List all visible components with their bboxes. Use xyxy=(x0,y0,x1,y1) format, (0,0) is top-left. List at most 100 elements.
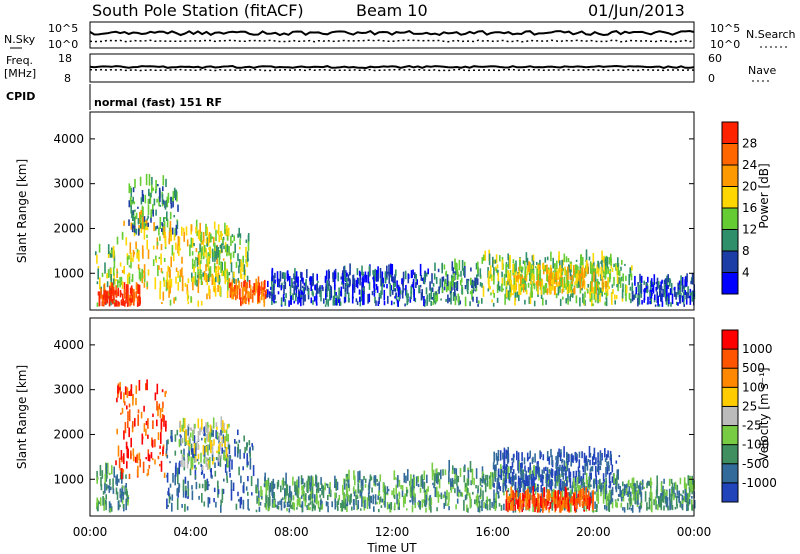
power-cell xyxy=(567,280,570,293)
power-cell xyxy=(374,296,376,304)
velocity-cell xyxy=(248,450,251,454)
power-cell xyxy=(98,243,101,253)
power-cell xyxy=(181,267,183,278)
velocity-cell xyxy=(467,467,469,471)
power-cell xyxy=(495,254,498,264)
power-cell xyxy=(505,285,508,289)
velocity-cell xyxy=(571,485,574,494)
power-cell xyxy=(295,293,297,302)
velocity-cell xyxy=(529,494,531,499)
power-cell xyxy=(116,271,119,274)
velocity-cell xyxy=(242,499,245,510)
power-cell xyxy=(420,292,423,301)
power-cell xyxy=(131,210,133,219)
velocity-cell xyxy=(171,430,173,439)
velocity-cell xyxy=(567,503,570,512)
power-cell xyxy=(155,209,157,216)
velocity-cell xyxy=(677,495,679,498)
power-cell xyxy=(583,280,586,290)
power-cell xyxy=(123,282,126,294)
velocity-cell xyxy=(179,421,181,428)
velocity-cell xyxy=(553,488,555,493)
velocity-cell xyxy=(120,391,122,400)
power-cell xyxy=(228,272,231,276)
power-cell xyxy=(312,300,314,305)
velocity-cell xyxy=(534,477,536,481)
velocity-cell xyxy=(187,487,190,498)
power-cell xyxy=(578,277,580,286)
velocity-cell xyxy=(145,383,147,391)
power-cell xyxy=(334,272,337,280)
power-cell xyxy=(416,279,418,285)
velocity-cell xyxy=(632,493,635,501)
velocity-cell xyxy=(561,460,563,464)
velocity-cell xyxy=(495,452,498,461)
velocity-cell xyxy=(294,481,296,492)
power-cell xyxy=(548,276,550,285)
power-cell xyxy=(499,255,501,262)
velocity-cell xyxy=(243,435,245,442)
velocity-cell xyxy=(560,505,562,513)
power-cell xyxy=(685,298,688,305)
power-cell xyxy=(378,294,381,299)
velocity-cell xyxy=(423,481,426,493)
power-cell xyxy=(130,222,133,230)
power-cell xyxy=(453,282,455,290)
power-cell xyxy=(504,293,506,305)
velocity-cell xyxy=(212,461,214,465)
power-cell xyxy=(172,201,174,208)
velocity-cell xyxy=(140,411,143,419)
velocity-cell xyxy=(611,498,614,504)
power-cell xyxy=(342,275,345,282)
velocity-cell xyxy=(567,460,569,465)
velocity-cell xyxy=(463,499,465,511)
velocity-cell xyxy=(526,475,529,487)
velocity-cell xyxy=(636,504,639,507)
velocity-cell xyxy=(483,501,485,509)
power-cell xyxy=(155,189,157,194)
velocity-cell xyxy=(560,488,562,492)
velocity-cell xyxy=(430,497,433,506)
power-cell xyxy=(185,226,188,236)
power-cell xyxy=(234,243,236,253)
velocity-cell xyxy=(561,504,564,511)
power-cell xyxy=(124,289,126,299)
power-cell xyxy=(438,286,440,294)
velocity-cell xyxy=(643,486,645,489)
power-cell xyxy=(678,280,681,287)
velocity-cell xyxy=(554,477,557,489)
velocity-cell xyxy=(578,498,580,504)
power-cell xyxy=(96,254,98,264)
velocity-cell xyxy=(414,494,416,506)
power-cell xyxy=(602,279,604,290)
power-cell xyxy=(128,200,131,208)
power-cell xyxy=(160,267,163,273)
power-cell xyxy=(236,292,239,299)
velocity-cell xyxy=(126,461,128,469)
velocity-cell xyxy=(282,477,285,488)
power-cell xyxy=(207,273,210,282)
velocity-cell xyxy=(225,436,227,441)
power-colorbar-segment xyxy=(722,122,738,144)
velocity-cell xyxy=(247,491,249,496)
velocity-cell xyxy=(564,502,566,509)
velocity-cell xyxy=(216,426,218,430)
velocity-cell xyxy=(208,497,211,504)
power-cell xyxy=(133,201,136,205)
velocity-cell xyxy=(512,454,515,463)
velocity-cell xyxy=(117,500,120,511)
noise-ytick-top-right: 10^5 xyxy=(710,22,740,35)
velocity-cell xyxy=(627,491,629,498)
power-cell xyxy=(126,294,129,303)
velocity-cell xyxy=(336,481,339,491)
velocity-cell xyxy=(132,455,135,462)
power-cell xyxy=(338,287,340,300)
velocity-cell xyxy=(521,504,524,510)
velocity-cell xyxy=(507,467,509,479)
power-cell xyxy=(605,286,607,293)
velocity-cell xyxy=(556,466,559,479)
velocity-cell xyxy=(167,504,169,507)
velocity-cell xyxy=(357,483,360,494)
power-cell xyxy=(501,277,504,286)
power-cell xyxy=(102,299,105,306)
